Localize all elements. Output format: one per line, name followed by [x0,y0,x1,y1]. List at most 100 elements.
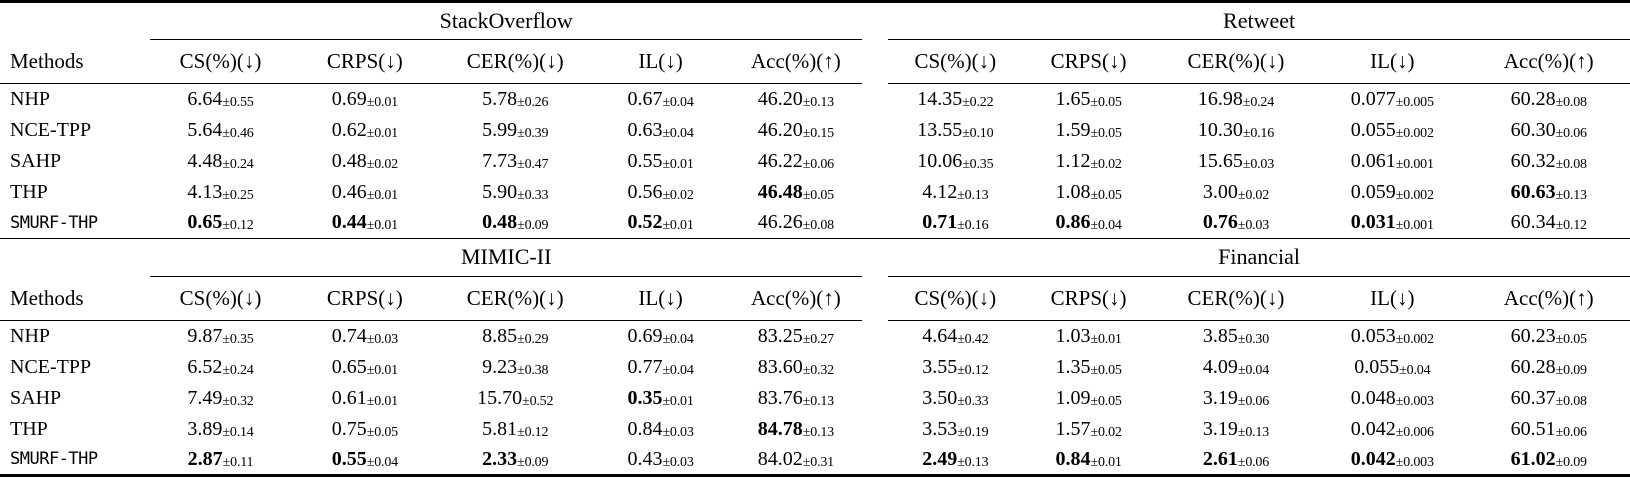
metric-std: ±0.04 [662,94,694,110]
metric-mean: 0.48 [482,211,518,234]
metric-value: 3.19±0.13 [1155,414,1317,445]
metric-mean: 7.73 [482,149,518,172]
metric-value: 13.55±0.10 [888,115,1022,146]
metric-mean: 0.61 [331,386,367,409]
table-row: THP 3.89±0.14 0.75±0.05 5.81±0.12 0.84±0.03 8… [0,414,1630,445]
metric-std: ±0.02 [1090,424,1122,440]
metric-column-header: IL(↓) [591,276,730,321]
metric-mean: 46.20 [757,87,803,110]
table-row: SAHP 4.48±0.24 0.48±0.02 7.73±0.47 0.55±0.01… [0,146,1630,177]
group-gap [862,177,888,208]
metric-std: ±0.35 [962,156,994,172]
metric-mean: 14.35 [917,87,963,110]
metric-value: 0.053±0.002 [1317,321,1467,352]
metric-mean: 4.48 [187,149,223,172]
metric-header-row: Methods CS(%)(↓) CRPS(↓) CER(%)(↓) IL(↓) Acc(… [0,39,1630,84]
metric-column-header: CS(%)(↓) [888,276,1023,321]
dataset-title: Financial [888,238,1630,277]
metric-column-header: Acc(%)(↑) [729,276,863,321]
metric-value: 0.71±0.16 [888,208,1022,239]
metric-mean: 1.59 [1055,118,1091,141]
metric-mean: 60.28 [1510,87,1556,110]
metric-mean: 5.99 [482,118,518,141]
metric-mean: 1.12 [1055,149,1091,172]
metric-std: ±0.08 [1555,393,1587,409]
metric-value: 5.99±0.39 [439,115,591,146]
metric-value: 0.65±0.01 [291,352,439,383]
metric-std: ±0.29 [517,331,549,347]
metric-mean: 0.43 [627,447,663,470]
metric-std: ±0.06 [1237,393,1270,409]
metric-std: ±0.05 [366,424,398,440]
method-label: NCE-TPP [10,118,92,141]
metric-value: 0.055±0.04 [1317,352,1467,383]
metric-mean: 0.86 [1055,211,1091,234]
metric-std: ±0.03 [662,454,694,470]
metric-mean: 9.87 [187,324,223,347]
metric-value: 0.84±0.01 [1022,445,1154,476]
metric-mean: 2.87 [187,447,223,470]
metric-value: 6.52±0.24 [150,352,290,383]
corner-cell [0,2,150,40]
metric-std: ±0.42 [957,331,989,347]
metric-std: ±0.33 [517,187,549,203]
metric-mean: 0.042 [1350,417,1396,440]
metric-std: ±0.05 [1090,187,1122,203]
group-gap [862,383,888,414]
metric-mean: 60.30 [1510,118,1556,141]
metric-value: 0.031±0.001 [1317,208,1467,239]
metric-std: ±0.08 [1555,156,1587,172]
metric-mean: 60.51 [1510,417,1556,440]
metric-std: ±0.02 [1237,187,1270,203]
group-gap [862,445,888,476]
metric-std: ±0.05 [1090,362,1122,378]
table-row: NCE-TPP 6.52±0.24 0.65±0.01 9.23±0.38 0.77±0… [0,352,1630,383]
metric-mean: 13.55 [917,118,963,141]
metric-mean: 2.61 [1202,447,1238,470]
metric-std: ±0.003 [1395,454,1434,470]
metric-mean: 0.74 [331,324,367,347]
metric-column-header: CRPS(↓) [1022,276,1155,321]
metric-std: ±0.06 [1555,125,1587,141]
metric-std: ±0.24 [1242,94,1275,110]
metric-value: 1.35±0.05 [1022,352,1154,383]
metric-value: 0.69±0.04 [591,321,729,352]
metric-column-header: CRPS(↓) [1022,39,1155,84]
metric-value: 4.48±0.24 [150,146,290,177]
metric-mean: 3.50 [922,386,958,409]
group-gap [862,352,888,383]
metric-value: 0.43±0.03 [591,445,729,476]
metric-mean: 0.77 [627,355,663,378]
metric-value: 0.74±0.03 [291,321,439,352]
metric-value: 5.90±0.33 [439,177,591,208]
method-label: SMURF-THP [10,449,98,470]
metric-value: 83.25±0.27 [730,321,862,352]
methods-column-header: Methods [0,39,151,84]
metric-mean: 1.03 [1055,324,1091,347]
metric-std: ±0.02 [1090,156,1122,172]
metric-std: ±0.005 [1395,94,1434,110]
metric-column-header: CS(%)(↓) [888,39,1023,84]
table-row: SAHP 7.49±0.32 0.61±0.01 15.70±0.52 0.35±0.0… [0,383,1630,414]
metric-std: ±0.12 [957,362,989,378]
metric-value: 3.85±0.30 [1155,321,1317,352]
metric-value: 0.65±0.12 [150,208,290,239]
metric-mean: 6.52 [187,355,223,378]
metric-mean: 61.02 [1510,447,1556,470]
metric-std: ±0.15 [802,125,834,141]
metric-std: ±0.13 [802,424,834,440]
metric-value: 0.042±0.006 [1317,414,1467,445]
metric-mean: 0.031 [1350,211,1396,234]
metric-mean: 1.65 [1055,87,1091,110]
metric-column-header: CER(%)(↓) [1154,39,1318,84]
table-row: SMURF-THP 2.87±0.11 0.55±0.04 2.33±0.09 0.43… [0,445,1630,476]
metric-std: ±0.05 [802,187,834,203]
metric-mean: 4.09 [1202,355,1238,378]
metric-mean: 0.75 [331,417,367,440]
metric-value: 5.81±0.12 [439,414,591,445]
metric-value: 60.28±0.09 [1467,352,1630,383]
group-gap [862,84,888,115]
metric-std: ±0.09 [1555,454,1587,470]
method-label: NHP [10,87,51,110]
metric-std: ±0.52 [522,393,554,409]
